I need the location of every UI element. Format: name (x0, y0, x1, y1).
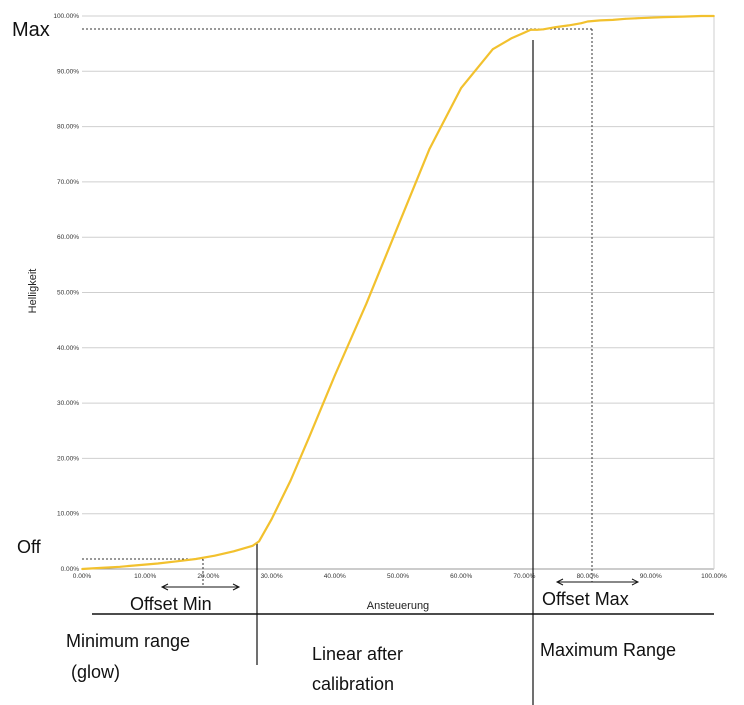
data-point (567, 24, 570, 27)
data-point (428, 147, 431, 150)
y-tick-label: 20.00% (57, 455, 79, 462)
x-tick-label: 60.00% (450, 573, 472, 580)
y-tick-label: 0.00% (61, 566, 80, 573)
range-markers (82, 28, 593, 705)
data-point (333, 374, 336, 377)
off-label: Off (17, 537, 41, 557)
x-tick-label: 10.00% (134, 573, 156, 580)
data-point (574, 23, 576, 26)
maximum-range-label: Maximum Range (540, 640, 677, 660)
offset-max-label: Offset Max (542, 589, 629, 609)
data-point (175, 560, 178, 563)
data-point (270, 518, 273, 521)
offset-min-label: Offset Min (130, 594, 212, 614)
y-tick-label: 30.00% (57, 400, 79, 407)
data-point (491, 48, 494, 51)
y-tick-label: 70.00% (57, 179, 79, 186)
data-point (529, 28, 532, 31)
y-tick-labels: 0.00% 10.00% 20.00% 30.00% 40.00% 50.00% 60.00… (53, 13, 79, 573)
linear-label-line1: Linear after (312, 644, 404, 664)
y-axis-label: Helligkeit (27, 269, 39, 314)
minimum-range-label: Minimum range (66, 631, 191, 651)
offset-min-arrow (160, 583, 241, 591)
x-tick-label: 80.00% (577, 573, 599, 580)
data-point (662, 16, 665, 18)
y-tick-label: 50.00% (57, 290, 79, 297)
x-tick-label: 70.00% (513, 573, 535, 580)
data-point (365, 302, 368, 305)
max-label: Max (12, 19, 50, 41)
x-tick-label: 50.00% (387, 573, 409, 580)
data-point (649, 16, 652, 19)
data-point (138, 564, 140, 566)
data-point (308, 435, 311, 438)
data-point (100, 567, 102, 569)
y-tick-label: 90.00% (57, 68, 79, 75)
x-tick-label: 30.00% (261, 573, 283, 580)
data-point (599, 19, 602, 22)
data-point (580, 22, 583, 25)
x-tick-labels: 0.00% 10.00% 20.00% 30.00% 40.00% 50.00% 60.00… (73, 573, 727, 580)
x-axis-label: Ansteuerung (367, 600, 429, 612)
series-layer (81, 14, 715, 571)
data-point (213, 554, 216, 557)
y-tick-label: 80.00% (57, 124, 79, 131)
data-point (397, 225, 399, 228)
y-tick-label: 100.00% (53, 13, 79, 20)
data-point (681, 15, 684, 18)
data-point (536, 28, 538, 31)
glow-label: (glow) (71, 662, 121, 682)
data-point (258, 540, 260, 543)
data-point (612, 19, 614, 21)
data-point (232, 550, 235, 553)
linear-label-line2: calibration (312, 674, 395, 694)
data-point (637, 17, 640, 20)
data-point (156, 562, 159, 565)
x-tick-label: 0.00% (73, 573, 92, 580)
y-tick-label: 10.00% (57, 511, 79, 518)
data-point (555, 26, 557, 28)
data-point (542, 28, 545, 31)
data-point (119, 565, 121, 568)
data-point (523, 31, 526, 34)
data-point (713, 15, 715, 17)
data-point (251, 544, 254, 547)
x-tick-label: 20.00% (197, 573, 219, 580)
x-tick-label: 90.00% (640, 573, 662, 580)
data-point (460, 87, 463, 89)
gridlines (82, 15, 715, 570)
data-point (81, 568, 83, 570)
data-point (700, 15, 703, 17)
y-tick-label: 40.00% (57, 345, 79, 352)
y-tick-label: 60.00% (57, 234, 79, 241)
data-point (624, 17, 627, 20)
x-tick-label: 40.00% (324, 573, 346, 580)
data-point (586, 20, 589, 23)
data-point (510, 37, 513, 39)
offset-max-arrow (555, 578, 640, 586)
data-point (289, 479, 292, 482)
x-tick-label: 100.00% (701, 573, 727, 580)
data-point (194, 558, 197, 560)
